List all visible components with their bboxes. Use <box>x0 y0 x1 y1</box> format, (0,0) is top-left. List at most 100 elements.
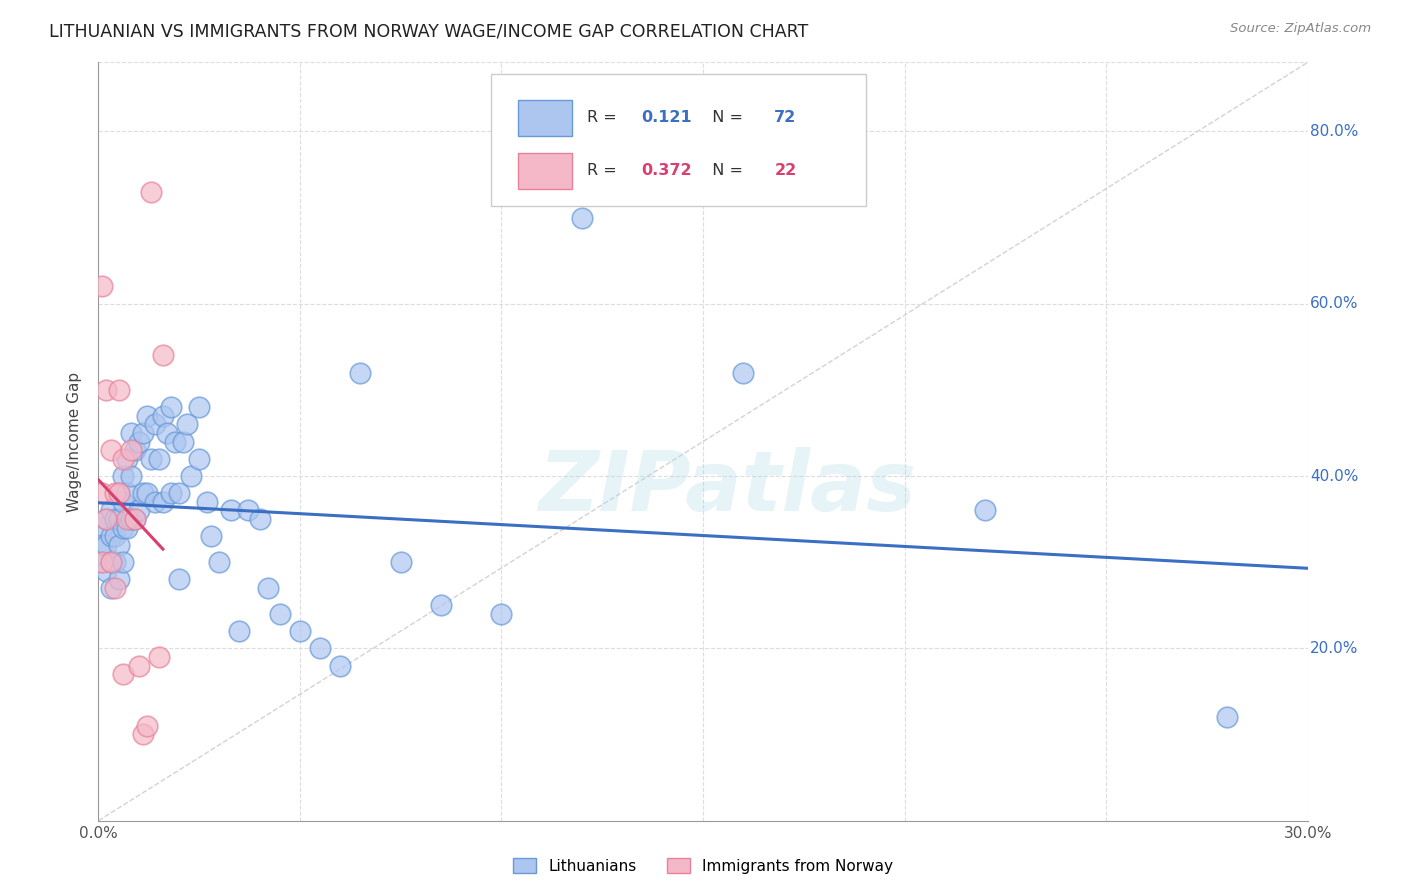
Point <box>974 503 997 517</box>
Point <box>139 451 162 466</box>
Point <box>143 495 166 509</box>
Point <box>107 573 129 587</box>
Point <box>143 417 166 432</box>
Point <box>188 451 211 466</box>
Point <box>188 400 211 414</box>
Point <box>100 555 122 569</box>
Point <box>152 409 174 423</box>
Point <box>128 503 150 517</box>
Point <box>100 555 122 569</box>
Point <box>132 486 155 500</box>
Point <box>135 409 157 423</box>
Point <box>349 366 371 380</box>
Point <box>389 555 412 569</box>
Bar <box>517 153 572 189</box>
Point <box>111 555 134 569</box>
Point <box>96 512 118 526</box>
Point <box>91 279 114 293</box>
Point <box>491 607 513 621</box>
Point <box>208 555 231 569</box>
Point <box>269 607 291 621</box>
Point <box>160 486 183 500</box>
Point <box>100 529 122 543</box>
Point <box>107 486 129 500</box>
Point <box>132 425 155 440</box>
Point <box>91 555 114 569</box>
Point <box>111 521 134 535</box>
Point <box>733 366 755 380</box>
Point <box>115 451 138 466</box>
Text: 0.372: 0.372 <box>641 163 692 178</box>
Point <box>120 469 142 483</box>
Text: Source: ZipAtlas.com: Source: ZipAtlas.com <box>1230 22 1371 36</box>
Point <box>96 383 118 397</box>
Legend: Lithuanians, Immigrants from Norway: Lithuanians, Immigrants from Norway <box>506 852 900 880</box>
Point <box>103 581 125 595</box>
Point <box>124 512 146 526</box>
Point <box>195 495 218 509</box>
Text: ZIPatlas: ZIPatlas <box>538 447 917 527</box>
Point <box>256 581 278 595</box>
Text: 20.0%: 20.0% <box>1310 640 1358 656</box>
Point <box>107 486 129 500</box>
Point <box>221 503 243 517</box>
Point <box>1216 710 1239 724</box>
Point <box>91 521 114 535</box>
Point <box>107 512 129 526</box>
Point <box>100 443 122 458</box>
Point <box>249 512 271 526</box>
Point <box>132 727 155 741</box>
Point <box>120 512 142 526</box>
Point <box>103 555 125 569</box>
Point <box>96 564 118 578</box>
Point <box>148 649 170 664</box>
Point <box>180 469 202 483</box>
Text: N =: N = <box>702 163 748 178</box>
Text: 60.0%: 60.0% <box>1310 296 1358 311</box>
Point <box>100 503 122 517</box>
Point <box>128 658 150 673</box>
Point <box>200 529 222 543</box>
Point <box>115 486 138 500</box>
Point <box>228 624 250 639</box>
Point <box>111 451 134 466</box>
Point <box>128 434 150 449</box>
Point <box>111 667 134 681</box>
Point <box>163 434 186 449</box>
Point <box>91 486 114 500</box>
Point <box>120 443 142 458</box>
Point <box>176 417 198 432</box>
Point <box>100 581 122 595</box>
FancyBboxPatch shape <box>492 74 866 207</box>
Point <box>107 538 129 552</box>
Text: N =: N = <box>702 111 748 125</box>
Text: 0.121: 0.121 <box>641 111 692 125</box>
Point <box>111 495 134 509</box>
Bar <box>517 100 572 136</box>
Point <box>96 512 118 526</box>
Point <box>91 555 114 569</box>
Text: 80.0%: 80.0% <box>1310 124 1358 139</box>
Text: R =: R = <box>586 163 621 178</box>
Point <box>172 434 194 449</box>
Point <box>167 573 190 587</box>
Point <box>139 185 162 199</box>
Text: R =: R = <box>586 111 621 125</box>
Point <box>160 400 183 414</box>
Text: 72: 72 <box>775 111 797 125</box>
Y-axis label: Wage/Income Gap: Wage/Income Gap <box>67 371 83 512</box>
Point <box>103 512 125 526</box>
Point <box>96 538 118 552</box>
Point <box>107 383 129 397</box>
Point <box>124 443 146 458</box>
Point <box>135 486 157 500</box>
Point <box>430 599 453 613</box>
Point <box>120 425 142 440</box>
Point <box>236 503 259 517</box>
Point <box>115 512 138 526</box>
Point <box>156 425 179 440</box>
Point <box>571 211 593 225</box>
Point <box>135 719 157 733</box>
Point <box>103 486 125 500</box>
Point <box>103 529 125 543</box>
